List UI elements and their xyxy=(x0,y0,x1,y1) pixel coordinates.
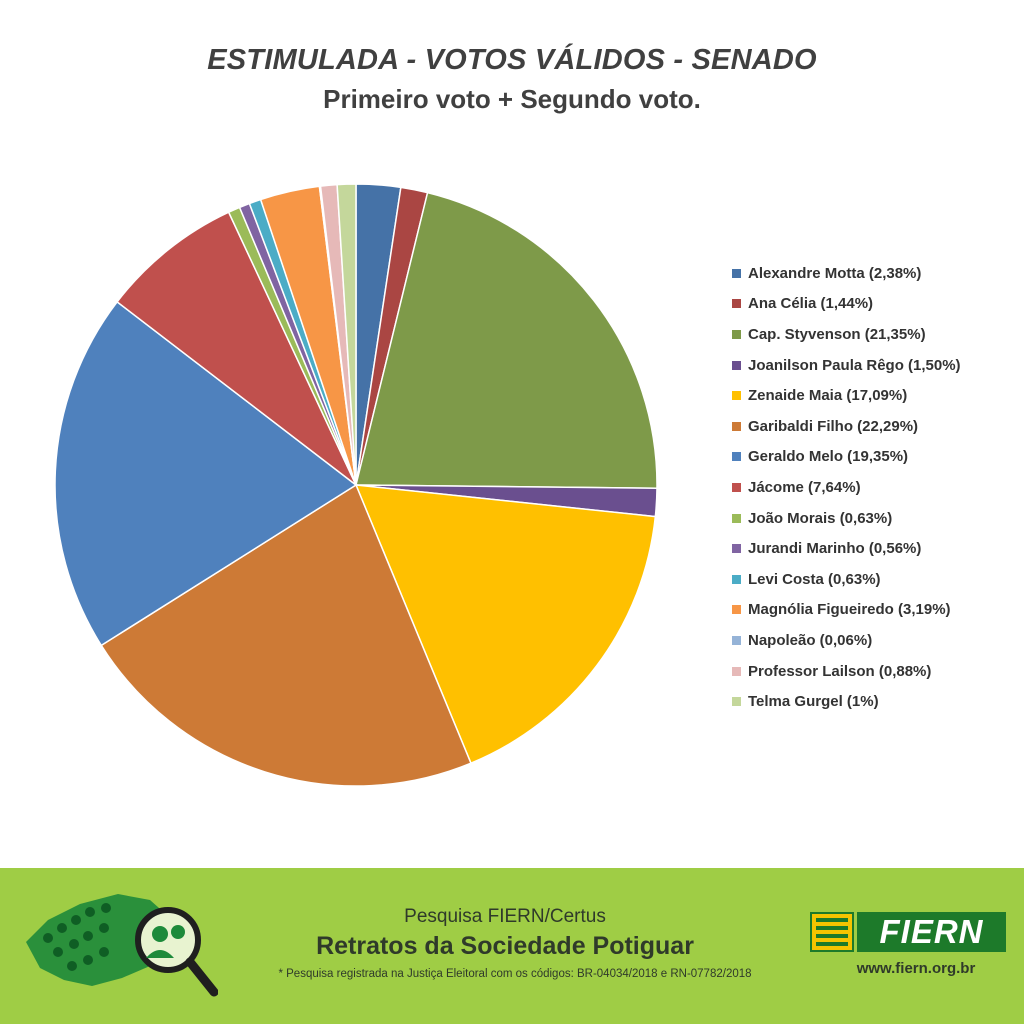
legend-item: Professor Lailson (0,88%) xyxy=(732,656,961,687)
fiern-logo: FIERN xyxy=(810,912,1006,952)
legend-label: Zenaide Maia (17,09%) xyxy=(748,387,908,405)
legend-item: Telma Gurgel (1%) xyxy=(732,686,961,717)
legend-label: Professor Lailson (0,88%) xyxy=(748,662,932,680)
legend-swatch xyxy=(732,635,741,645)
chart-title: ESTIMULADA - VOTOS VÁLIDOS - SENADO xyxy=(207,44,817,76)
pie-chart xyxy=(54,183,658,787)
legend-label: Levi Costa (0,63%) xyxy=(748,570,881,588)
survey-title: Retratos da Sociedade Potiguar xyxy=(316,932,694,960)
legend-label: Jurandi Marinho (0,56%) xyxy=(748,540,922,558)
pie-slice-6 xyxy=(54,300,358,647)
pie-slice-7 xyxy=(116,211,357,486)
legend-item: Ana Célia (1,44%) xyxy=(732,289,961,320)
legend-label: Cap. Styvenson (21,35%) xyxy=(748,325,926,343)
survey-label: Pesquisa FIERN/Certus xyxy=(404,906,606,927)
legend-item: Zenaide Maia (17,09%) xyxy=(732,380,961,411)
legend-label: Joanilson Paula Rêgo (1,50%) xyxy=(748,356,961,374)
legend-item: Joanilson Paula Rêgo (1,50%) xyxy=(732,350,961,381)
legend-label: Telma Gurgel (1%) xyxy=(748,693,879,711)
legend-label: Geraldo Melo (19,35%) xyxy=(748,448,909,466)
legend-label: Ana Célia (1,44%) xyxy=(748,295,874,313)
legend-swatch xyxy=(732,299,741,309)
legend-label: João Morais (0,63%) xyxy=(748,509,893,527)
fiern-wordmark: FIERN xyxy=(857,912,1006,952)
legend-swatch xyxy=(732,360,741,370)
rn-map-magnifier-icon xyxy=(26,894,218,997)
legend-label: Garibaldi Filho (22,29%) xyxy=(748,417,919,435)
legend-label: Jácome (7,64%) xyxy=(748,478,861,496)
registry-note: * Pesquisa registrada na Justiça Eleitor… xyxy=(278,968,752,980)
legend-item: Garibaldi Filho (22,29%) xyxy=(732,411,961,442)
pie-slice-2 xyxy=(355,191,658,490)
legend-item: Geraldo Melo (19,35%) xyxy=(732,442,961,473)
legend-item: Levi Costa (0,63%) xyxy=(732,564,961,595)
legend-label: Alexandre Motta (2,38%) xyxy=(748,264,922,282)
legend-item: João Morais (0,63%) xyxy=(732,503,961,534)
legend-item: Jurandi Marinho (0,56%) xyxy=(732,533,961,564)
website-link[interactable]: www.fiern.org.br xyxy=(856,960,976,977)
legend-swatch xyxy=(732,544,741,554)
legend-swatch xyxy=(732,329,741,339)
legend-swatch xyxy=(732,605,741,615)
chart-legend: Alexandre Motta (2,38%) Ana Célia (1,44%)… xyxy=(732,258,961,717)
pie-slice-4 xyxy=(354,484,657,765)
legend-swatch xyxy=(732,697,741,707)
legend-label: Napoleão (0,06%) xyxy=(748,631,873,649)
legend-item: Jácome (7,64%) xyxy=(732,472,961,503)
pie-slice-14 xyxy=(336,183,357,486)
pie-slice-5 xyxy=(100,483,472,787)
legend-swatch xyxy=(732,574,741,584)
legend-swatch xyxy=(732,666,741,676)
legend-label: Magnólia Figueiredo (3,19%) xyxy=(748,601,951,619)
legend-swatch xyxy=(732,513,741,523)
legend-swatch xyxy=(732,391,741,401)
footer-banner: Pesquisa FIERN/Certus Retratos da Socied… xyxy=(0,868,1024,1024)
chart-subtitle: Primeiro voto + Segundo voto. xyxy=(323,84,701,114)
legend-item: Magnólia Figueiredo (3,19%) xyxy=(732,595,961,626)
legend-swatch xyxy=(732,268,741,278)
legend-swatch xyxy=(732,421,741,431)
fiern-emblem-icon xyxy=(810,912,854,952)
legend-item: Cap. Styvenson (21,35%) xyxy=(732,319,961,350)
legend-swatch xyxy=(732,482,741,492)
legend-swatch xyxy=(732,452,741,462)
legend-item: Alexandre Motta (2,38%) xyxy=(732,258,961,289)
legend-item: Napoleão (0,06%) xyxy=(732,625,961,656)
